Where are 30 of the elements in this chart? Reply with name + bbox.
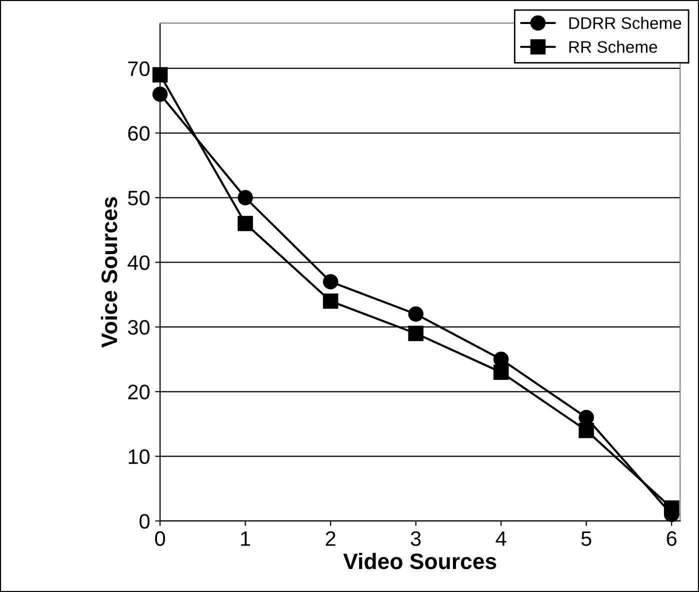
y-tick-label: 60: [128, 126, 150, 141]
point: [493, 364, 509, 380]
point: [493, 352, 509, 367]
point: [152, 86, 168, 102]
point: [322, 274, 338, 290]
x-tick-label: 0: [155, 531, 166, 546]
x-tick-label: 1: [241, 531, 250, 546]
x-tick-label: 4: [496, 531, 506, 546]
x-tick-label: 2: [326, 531, 336, 546]
x-tick-label: 5: [581, 531, 592, 546]
x-axis-title: Video Sources: [343, 552, 496, 570]
x-tick-label: 6: [666, 531, 676, 546]
y-axis-title: Voice Sources: [100, 197, 118, 348]
y-tick-label: 20: [128, 384, 150, 400]
point: [322, 293, 338, 309]
y-tick-label: 0: [140, 514, 150, 529]
point: [408, 306, 424, 322]
y-tick-label: 10: [128, 449, 150, 464]
x-tick-label: 3: [410, 531, 421, 546]
point: [578, 422, 594, 438]
point: [238, 216, 253, 232]
y-tick-label: 50: [128, 190, 150, 206]
point: [408, 326, 424, 342]
legend-label: DDRR Scheme: [569, 16, 682, 30]
y-tick-label: 40: [128, 255, 150, 270]
point: [152, 67, 168, 82]
y-tick-label: 70: [128, 61, 150, 76]
y-tick-label: 30: [128, 320, 150, 335]
point: [238, 190, 253, 206]
legend-label: RR Scheme: [569, 40, 658, 53]
